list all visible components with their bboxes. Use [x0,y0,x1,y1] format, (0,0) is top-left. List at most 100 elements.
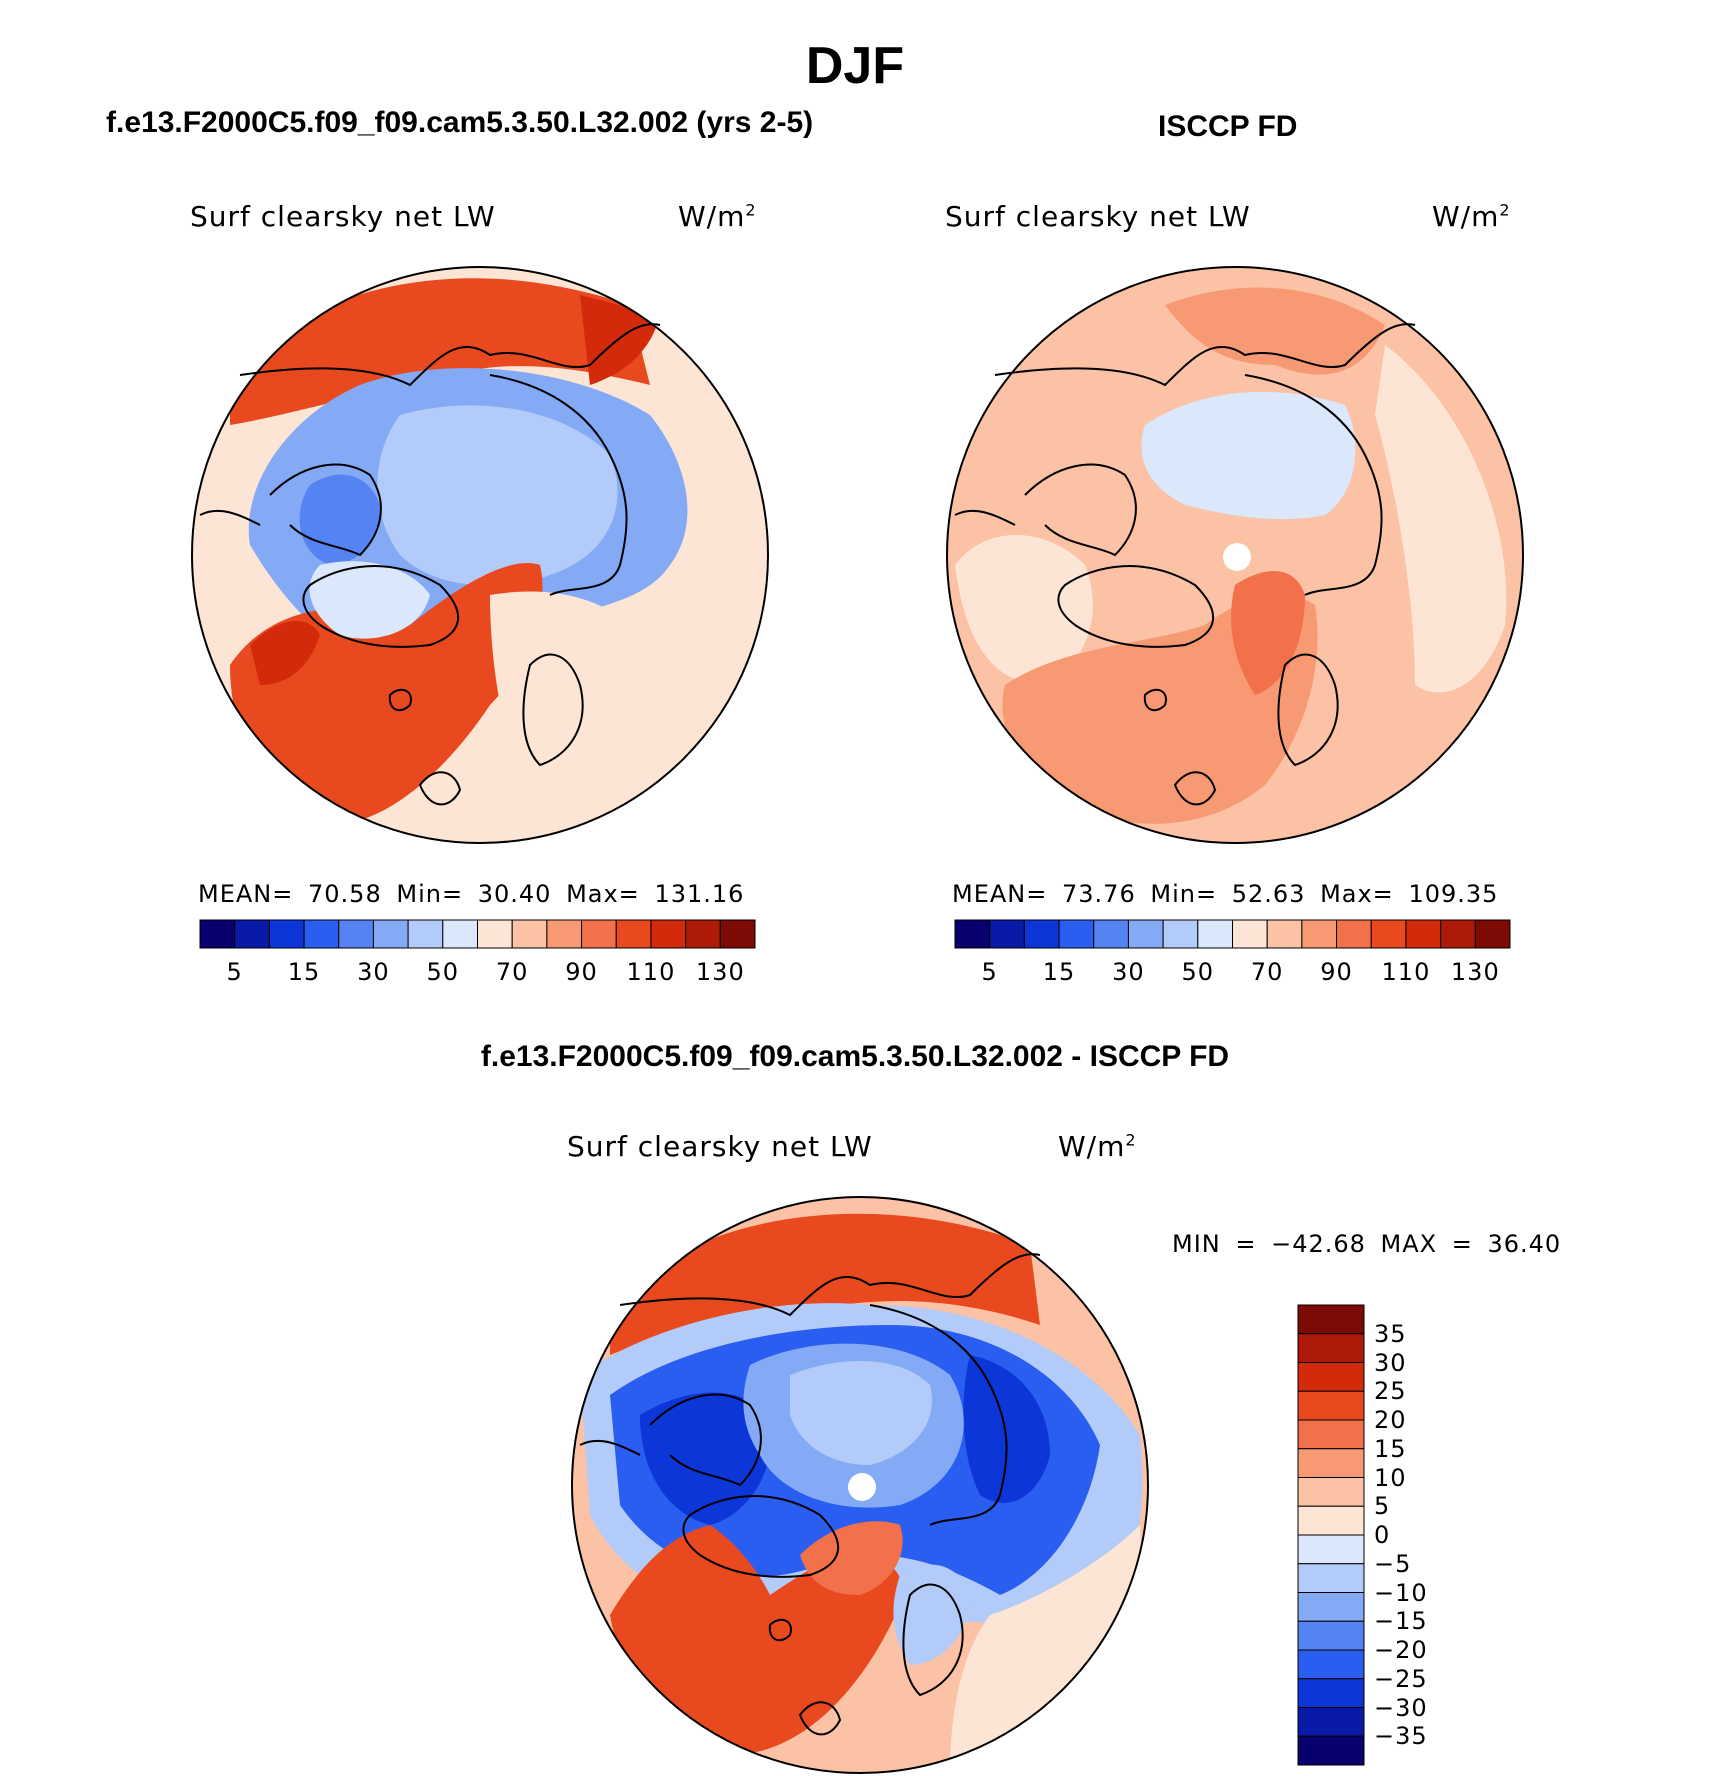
colorbar-swatch [719,919,756,949]
diff-colorbar-tick-label: −25 [1374,1664,1428,1693]
diff-core-pale [790,1361,932,1465]
model-min-value: 30.40 [477,880,552,908]
obs-min-value: 52.63 [1231,880,1306,908]
colorbar-tick-label: 70 [495,958,529,986]
obs-polar-map [946,266,1524,844]
colorbar-tick-label: 50 [426,958,460,986]
colorbar-swatch [685,919,721,949]
model-eurasia-soft [490,591,658,825]
colorbar-swatch [989,919,1025,949]
diff-colorbar-swatch [1297,1707,1365,1737]
diff-colorbar-swatch [1297,1304,1365,1335]
model-min-label: Min= [396,880,464,908]
model-colorbar-ticks: 5 15 30 50 70 90 110 130 [200,958,755,988]
colorbar-swatch [303,919,340,949]
model-mean-label: MEAN= [198,880,294,908]
season-title: DJF [805,37,905,95]
diff-colorbar-tick-label: −35 [1374,1722,1428,1751]
model-coastlines [199,323,661,806]
model-units-label: W/m2 [678,200,757,233]
model-colorbar [199,919,756,949]
colorbar-swatch [268,919,305,949]
diff-colorbar-tick-label: 20 [1374,1406,1407,1434]
colorbar-swatch [1127,919,1164,949]
colorbar-tick-label: 90 [1320,958,1353,986]
colorbar-tick-label: 50 [1181,958,1215,986]
diff-colorbar-tick-label: 0 [1374,1521,1391,1549]
colorbar-tick-label: 70 [1250,958,1284,986]
colorbar-swatch [615,919,652,949]
diff-scandinavia-cool [893,1564,970,1665]
colorbar-swatch [1405,919,1442,949]
colorbar-swatch [338,919,374,949]
colorbar-swatch [1023,919,1060,949]
diff-field [572,1197,1148,1773]
diff-units-label: W/m2 [1058,1130,1137,1163]
obs-pole-hole [1223,543,1251,571]
colorbar-swatch [1336,919,1372,949]
model-stats: MEAN= 70.58 Min= 30.40 Max= 131.16 [198,880,744,908]
diff-colorbar-tick-label: 30 [1374,1348,1407,1377]
colorbar-swatch [1440,919,1476,949]
obs-units-base: W/m [1432,200,1500,233]
colorbar-swatch [477,919,513,949]
obs-mean-label: MEAN= [952,880,1048,908]
diff-colorbar-tick-label: 15 [1374,1434,1407,1463]
colorbar-tick-label: 130 [695,958,745,986]
model-max-value: 131.16 [654,880,745,908]
diff-colorbar-swatch [1297,1735,1365,1766]
diff-colorbar-swatch [1297,1362,1365,1392]
colorbar-swatch [1474,919,1511,949]
model-arctic-core [377,405,618,586]
colorbar-swatch [199,919,236,949]
diff-tongue-warm [800,1521,903,1595]
model-units-exp: 2 [745,200,757,220]
obs-min-label: Min= [1150,880,1218,908]
diff-colorbar-ticks: 35 30 25 20 15 10 5 0 −5 −10 −15 −20 −25 −30 −35 [1374,1305,1454,1765]
colorbar-swatch [234,919,270,949]
diff-panel-title: f.e13.F2000C5.f09_f09.cam5.3.50.L32.002 … [480,1040,1230,1073]
model-mean-value: 70.58 [308,880,382,908]
obs-coastlines [954,323,1416,806]
colorbar-tick-label: 110 [1381,958,1431,986]
diff-colorbar-swatch [1297,1477,1365,1507]
obs-arctic-cool [1141,391,1356,520]
colorbar-tick-label: 90 [565,958,598,986]
obs-max-label: Max= [1320,880,1394,908]
obs-west-pale [955,535,1093,685]
model-max-label: Max= [566,880,640,908]
diff-colorbar-tick-label: 35 [1374,1319,1407,1348]
colorbar-swatch [1058,919,1095,949]
colorbar-swatch [1162,919,1199,949]
diff-colorbar-swatch [1297,1620,1365,1651]
obs-panel-title: ISCCP FD [1158,110,1298,143]
obs-units-label: W/m2 [1432,200,1511,233]
model-polar-map [191,266,769,844]
diff-map-border [571,1196,1149,1774]
colorbar-swatch [954,919,991,949]
obs-max-value: 109.35 [1408,880,1499,908]
colorbar-swatch [407,919,444,949]
diff-colorbar-swatch [1297,1333,1365,1363]
colorbar-swatch [1370,919,1407,949]
diff-polar-map [571,1196,1149,1774]
diff-colorbar-swatch [1297,1534,1365,1565]
diff-ring-deep [640,1392,772,1525]
colorbar-swatch [1301,919,1338,949]
diff-colorbar-swatch [1297,1649,1365,1680]
colorbar-swatch [1093,919,1129,949]
obs-mean-value: 73.76 [1062,880,1136,908]
model-units-base: W/m [678,200,746,233]
diff-colorbar-tick-label: −30 [1374,1693,1428,1722]
diff-pole-hole [848,1473,876,1501]
colorbar-swatch [372,919,409,949]
diff-colorbar-tick-label: 10 [1374,1463,1407,1492]
model-variable-label: Surf clearsky net LW [190,200,496,233]
colorbar-swatch [546,919,583,949]
diff-colorbar-swatch [1297,1419,1365,1450]
model-pacific-hot [580,295,660,385]
obs-map-border [946,266,1524,844]
colorbar-tick-label: 15 [1042,958,1076,986]
colorbar-tick-label: 5 [226,958,243,986]
obs-variable-label: Surf clearsky net LW [945,200,1251,233]
